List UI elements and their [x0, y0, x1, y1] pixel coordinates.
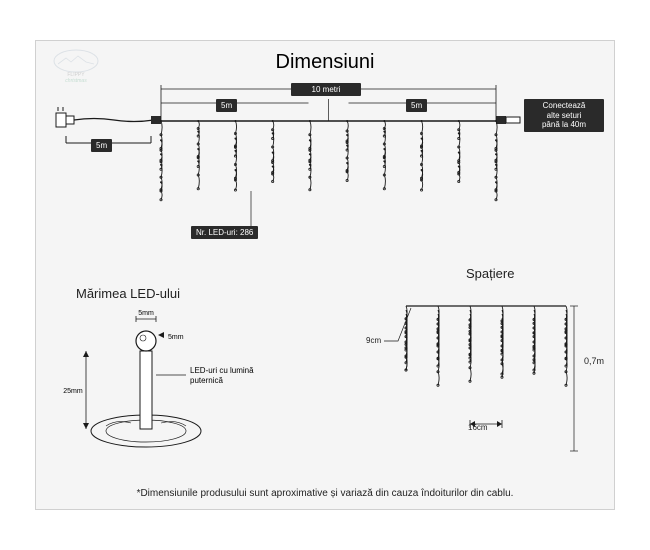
- led-note: LED-uri cu luminăputernică: [190, 366, 254, 385]
- spacing-diagram: [336, 286, 606, 476]
- half-right-label: 5m: [406, 99, 427, 112]
- led-size-diagram: 5mm 5mm 25mm LED-uri cu luminăputernică: [56, 301, 276, 471]
- connect-label: Conectează alte seturi până la 40m: [524, 99, 604, 132]
- total-width-label: 10 metri: [291, 83, 361, 96]
- led-size-title: Mărimea LED-ului: [76, 286, 180, 301]
- half-left-label: 5m: [216, 99, 237, 112]
- svg-text:5mm: 5mm: [168, 334, 184, 341]
- spacing-horiz: 9cm: [366, 336, 381, 345]
- led-count-label: Nr. LED-uri: 286: [191, 226, 258, 239]
- spacing-drop: 0,7m: [584, 356, 604, 366]
- svg-text:5mm: 5mm: [138, 310, 154, 317]
- main-curtain-diagram: [36, 41, 616, 271]
- cable-len-label: 5m: [91, 139, 112, 152]
- spacing-gap: 16cm: [468, 423, 488, 432]
- spacing-title: Spațiere: [466, 266, 514, 281]
- svg-text:25mm: 25mm: [63, 388, 83, 395]
- diagram-frame: FLIPPY christmas Dimensiuni 10 metri 5m …: [35, 40, 615, 510]
- footnote: *Dimensiunile produsului sunt aproximati…: [137, 488, 514, 499]
